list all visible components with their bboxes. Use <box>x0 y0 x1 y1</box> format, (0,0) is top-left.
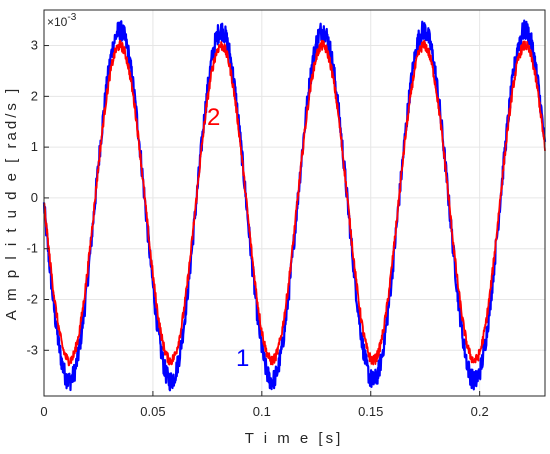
series-2-line <box>43 39 546 367</box>
series-layer <box>42 19 547 392</box>
y-tick-label: 0 <box>31 190 38 205</box>
x-tick-label: 0.15 <box>358 404 383 419</box>
series-2-callout: 2 <box>207 104 220 131</box>
tick-layer: 0 0.05 0.1 0.15 0.2 -3 -2 -1 0 1 2 3 <box>26 38 488 419</box>
y-tick-label: 1 <box>31 139 38 154</box>
series-1-line <box>42 19 547 392</box>
y-axis-label: A m p l i t u d e [ rad/s ] <box>3 86 20 320</box>
y-tick-label: -1 <box>26 241 38 256</box>
y-tick-label: 2 <box>31 88 38 103</box>
plot-frame <box>43 9 546 397</box>
x-tick-label: 0 <box>40 404 47 419</box>
x-tick-label: 0.2 <box>471 404 489 419</box>
y-tick-label: 3 <box>31 38 38 53</box>
x-axis-label: T i m e [s] <box>245 430 344 447</box>
y-tick-label: -3 <box>26 342 38 357</box>
y-tick-label: -2 <box>26 292 38 307</box>
x-tick-label: 0.1 <box>253 404 271 419</box>
plot-area <box>44 10 545 396</box>
y-multiplier-exponent: -3 <box>67 12 76 23</box>
y-multiplier: ×10-3 <box>47 12 77 29</box>
grid-lines <box>43 10 545 396</box>
x-tick-label: 0.05 <box>140 404 165 419</box>
series-1-callout: 1 <box>236 345 249 372</box>
